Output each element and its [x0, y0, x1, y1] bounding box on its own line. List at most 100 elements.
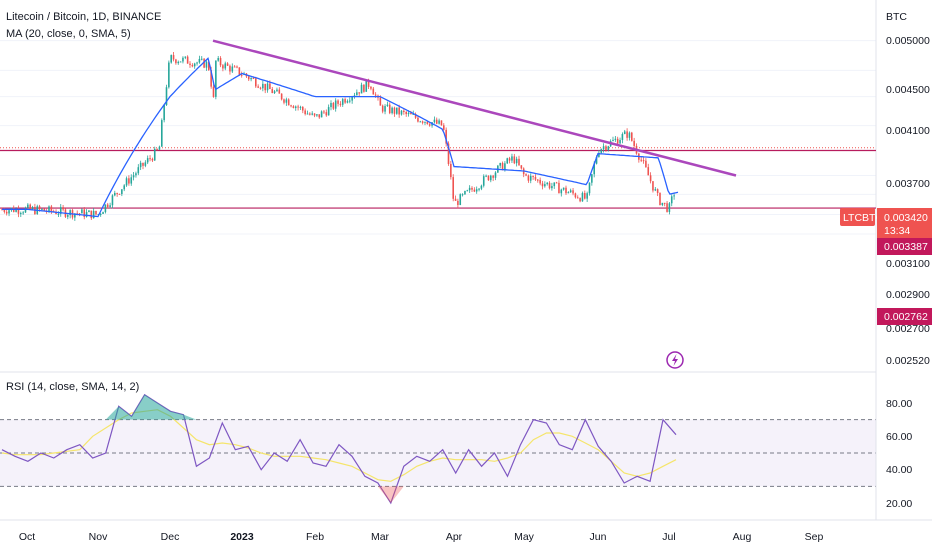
chart-title: Litecoin / Bitcoin, 1D, BINANCE [6, 11, 161, 23]
candle-body [407, 112, 410, 115]
candle-body [151, 158, 154, 161]
candle-body [663, 202, 666, 204]
candle-body [186, 56, 189, 64]
candle-body [565, 187, 567, 194]
candle-body [515, 158, 518, 164]
candle-body [50, 206, 53, 212]
candle-body [475, 189, 478, 192]
candle-body [506, 158, 509, 164]
candle-body [365, 80, 368, 92]
candle-body [501, 162, 504, 171]
candle-body [57, 213, 60, 215]
candle-body [443, 125, 445, 130]
trendline[interactable] [212, 39, 737, 177]
candle-body [445, 129, 447, 144]
candle-body [504, 163, 506, 171]
rsi-overbought-fill [105, 394, 197, 420]
candle-body [661, 202, 664, 206]
time-tick: Sep [805, 531, 824, 543]
candle-body [417, 117, 419, 122]
candle-body [485, 175, 487, 177]
candle-body [294, 106, 297, 108]
candle-body [88, 210, 90, 213]
candle-body [614, 138, 617, 140]
candle-body [555, 182, 558, 184]
candle-body [468, 187, 471, 191]
candle-body [581, 192, 584, 202]
candle-body [595, 156, 598, 164]
candle-body [659, 192, 661, 206]
candle-body [92, 210, 95, 219]
candle-body [118, 193, 121, 195]
price-tick: 0.004100 [886, 125, 930, 137]
rsi-oversold-fill [377, 486, 404, 503]
candle-body [654, 189, 657, 191]
candle-body [548, 182, 551, 189]
time-tick: Feb [306, 531, 324, 543]
candle-body [3, 209, 6, 212]
last-price-tag: LTCBTC 0.003420 13:34 [840, 208, 932, 238]
candle-body [647, 167, 650, 176]
candle-body [539, 179, 541, 184]
candle-body [193, 63, 196, 67]
candle-body [518, 158, 520, 166]
candle-body [200, 58, 203, 60]
candle-body [264, 83, 266, 91]
candle-body [205, 61, 208, 68]
candle-body [196, 62, 198, 64]
candle-body [457, 200, 459, 205]
resistance-price: 0.003387 [884, 241, 928, 253]
candle-body [605, 146, 607, 151]
candle-body [435, 119, 438, 124]
candle-body [591, 174, 593, 183]
candle-body [508, 158, 511, 161]
candle-body [511, 156, 513, 161]
candle-body [374, 94, 377, 96]
candle-body [346, 101, 349, 103]
candle-body [128, 178, 130, 184]
candle-body [78, 213, 81, 215]
lightning-icon[interactable] [666, 351, 684, 369]
candle-body [628, 132, 631, 138]
price-tick: 0.002520 [886, 355, 930, 367]
rsi-guides [0, 419, 876, 487]
candle-body [217, 58, 219, 61]
candle-body [109, 205, 111, 207]
candle-body [38, 206, 41, 210]
price-tick: 0.003700 [886, 178, 930, 190]
candle-body [405, 112, 407, 115]
candle-body [621, 134, 624, 140]
time-tick: Mar [371, 531, 390, 543]
candle-body [360, 84, 363, 94]
candle-body [123, 185, 125, 190]
candle-body [370, 86, 372, 89]
candle-body [464, 190, 466, 195]
candle-body [276, 89, 278, 92]
price-axis[interactable]: 0.005000 0.004500 0.004100 0.003700 0.00… [886, 35, 930, 367]
candle-body [454, 198, 457, 201]
candle-body [104, 204, 107, 213]
candle-body [106, 204, 109, 207]
candle-body [396, 107, 398, 114]
time-tick: Dec [161, 531, 180, 543]
candle-body [452, 177, 454, 199]
candle-body [222, 65, 224, 69]
price-tick: 0.004500 [886, 84, 930, 96]
candle-body [562, 187, 565, 190]
candle-body [341, 99, 344, 105]
candle-body [529, 175, 532, 181]
candle-body [59, 207, 62, 214]
rsi-axis[interactable]: 80.00 60.00 40.00 20.00 [886, 398, 912, 510]
candle-body [372, 88, 375, 95]
candle-body [48, 206, 50, 212]
candle-body [626, 131, 628, 138]
candle-body [177, 61, 180, 64]
candle-body [325, 112, 328, 116]
time-axis[interactable]: Oct Nov Dec 2023 Feb Mar Apr May Jun Jul… [19, 531, 824, 543]
candle-body [560, 189, 563, 194]
time-tick: Jul [662, 531, 675, 543]
candle-body [633, 140, 635, 146]
candle-body [384, 106, 386, 112]
candle-body [5, 211, 8, 214]
